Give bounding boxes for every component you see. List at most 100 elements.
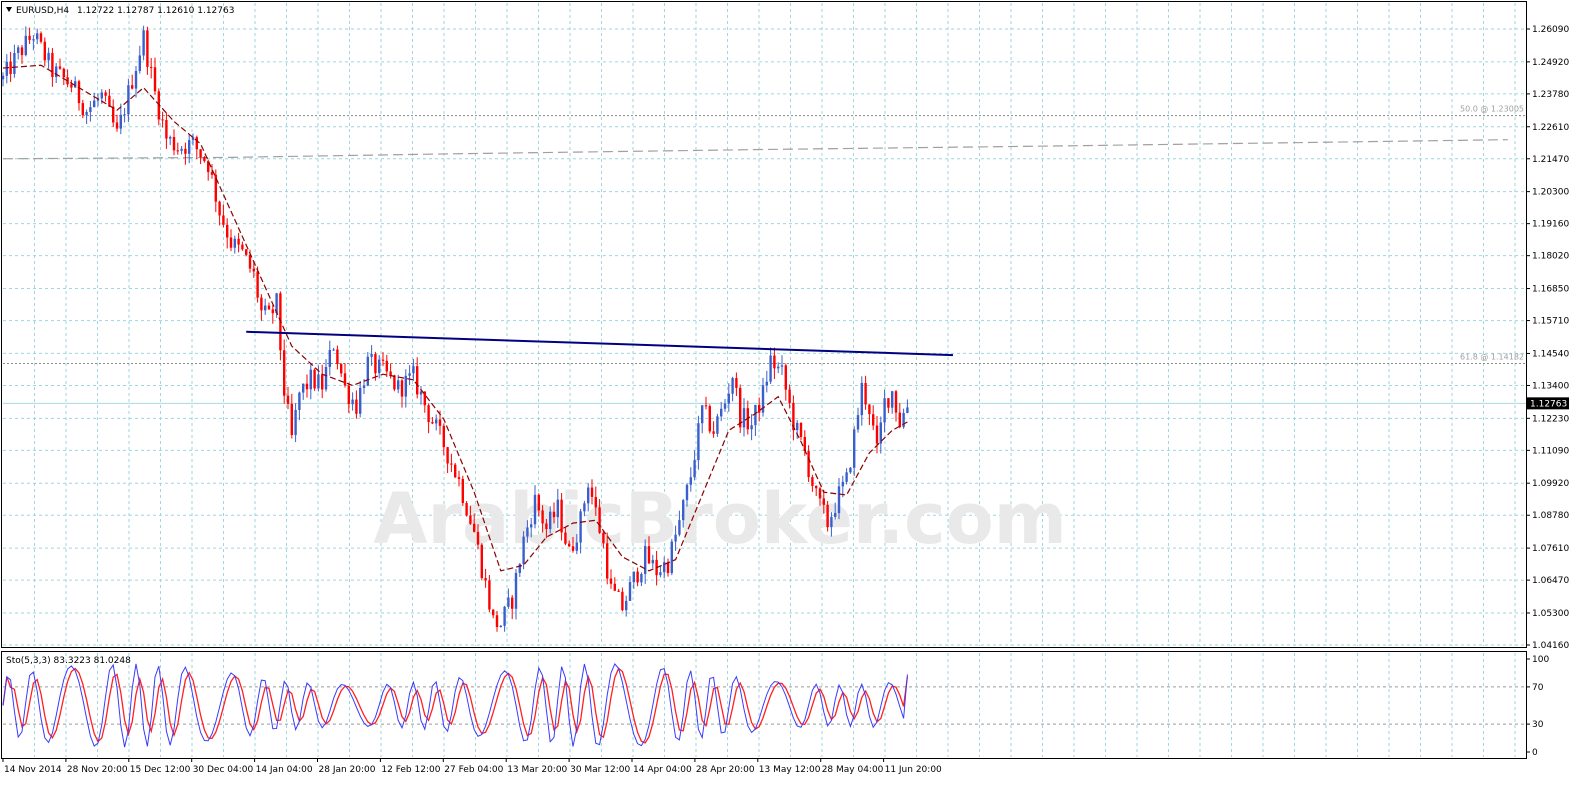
candle-body xyxy=(362,385,366,388)
candle-body xyxy=(233,238,236,248)
candle-body xyxy=(180,148,183,151)
candle-body xyxy=(879,422,882,444)
price-tick-label: 1.14540 xyxy=(1532,349,1569,359)
candle-body xyxy=(659,572,662,576)
candle-body xyxy=(347,385,350,405)
candle-body xyxy=(537,494,540,511)
candle-body xyxy=(693,460,696,478)
candle-body xyxy=(898,412,901,428)
candle-body xyxy=(100,92,103,99)
stochastic-tick-label: 0 xyxy=(1532,748,1538,758)
candle-body xyxy=(435,419,438,424)
candle-body xyxy=(256,271,259,298)
candle-body xyxy=(260,297,263,311)
candle-body xyxy=(248,254,252,269)
candle-body xyxy=(317,374,320,389)
candle-body xyxy=(841,481,844,487)
candle-body xyxy=(115,122,119,129)
candle-body xyxy=(1,75,5,80)
candle-body xyxy=(374,354,377,374)
candle-body xyxy=(74,81,77,88)
candle-body xyxy=(834,513,837,517)
time-tick-label: 28 Nov 20:00 xyxy=(67,765,128,775)
candle-body xyxy=(134,71,138,89)
price-tick-label: 1.11090 xyxy=(1532,446,1569,456)
candle-body xyxy=(716,416,719,434)
candle-body xyxy=(172,136,176,151)
candle-body xyxy=(682,500,685,521)
candle-body xyxy=(24,35,27,56)
time-tick-label: 28 Apr 20:00 xyxy=(696,765,755,775)
time-tick-label: 14 Nov 2014 xyxy=(4,765,62,775)
candle-body xyxy=(195,137,198,150)
candle-body xyxy=(416,366,419,395)
candle-body xyxy=(188,140,191,154)
candle-body xyxy=(378,359,381,374)
candle-body xyxy=(127,85,130,115)
candle-body xyxy=(579,511,582,543)
candle-body xyxy=(526,527,529,537)
price-tick-label: 1.26090 xyxy=(1532,25,1569,35)
resistance-trendline[interactable] xyxy=(246,330,954,357)
candle-body xyxy=(769,355,772,382)
candle-body xyxy=(150,66,153,68)
price-tick-label: 1.18020 xyxy=(1532,252,1569,262)
candle-body xyxy=(431,422,434,424)
candle-body xyxy=(853,429,856,468)
candle-body xyxy=(818,488,822,499)
candle-body xyxy=(271,309,274,314)
candle-body xyxy=(647,546,651,564)
candle-body xyxy=(207,161,210,173)
candle-body xyxy=(750,425,753,430)
candle-body xyxy=(165,119,168,139)
candle-body xyxy=(290,403,293,436)
time-tick-label: 28 Jan 20:00 xyxy=(319,765,376,775)
candle-body xyxy=(169,136,172,139)
candle-body xyxy=(678,520,681,535)
candle-body xyxy=(340,364,343,374)
candle-body xyxy=(571,546,575,551)
candle-body xyxy=(894,391,898,413)
candle-body xyxy=(663,562,666,573)
candle-body xyxy=(883,398,886,423)
candle-body xyxy=(689,477,692,485)
candle-body xyxy=(564,532,567,544)
watermark: ArabicBroker.com xyxy=(373,478,1066,560)
candle-body xyxy=(81,103,84,115)
price-tick-label: 1.20300 xyxy=(1532,188,1569,198)
candle-body xyxy=(427,405,430,423)
candle-body xyxy=(701,405,704,424)
stochastic-tick-label: 70 xyxy=(1532,683,1544,693)
candle-body xyxy=(62,68,65,78)
candle-body xyxy=(765,381,768,386)
candle-body xyxy=(628,582,632,601)
candle-body xyxy=(708,406,711,432)
candle-body xyxy=(754,404,757,426)
candle-body xyxy=(400,380,404,397)
candle-body xyxy=(777,366,780,369)
candle-body xyxy=(492,609,495,616)
candle-body xyxy=(313,369,316,389)
candle-body xyxy=(651,559,654,564)
candle-body xyxy=(830,516,833,528)
price-tick-label: 1.07610 xyxy=(1532,544,1569,554)
candle-body xyxy=(735,378,738,388)
price-tick-label: 1.13400 xyxy=(1532,381,1569,391)
candle-body xyxy=(568,543,571,547)
candle-body xyxy=(438,419,442,426)
chart-menu-triangle-icon[interactable] xyxy=(6,7,12,12)
candle-body xyxy=(298,392,301,410)
candle-body xyxy=(222,215,225,225)
candle-body xyxy=(58,66,62,69)
candle-body xyxy=(761,385,765,413)
candle-body xyxy=(872,414,875,426)
current-price-label: 1.12763 xyxy=(1530,399,1567,409)
candle-body xyxy=(20,47,24,56)
candle-body xyxy=(343,373,347,386)
candle-body xyxy=(237,238,240,245)
candle-body xyxy=(621,591,624,611)
candle-body xyxy=(727,393,730,404)
price-tick-label: 1.23780 xyxy=(1532,90,1569,100)
candle-body xyxy=(811,477,814,486)
